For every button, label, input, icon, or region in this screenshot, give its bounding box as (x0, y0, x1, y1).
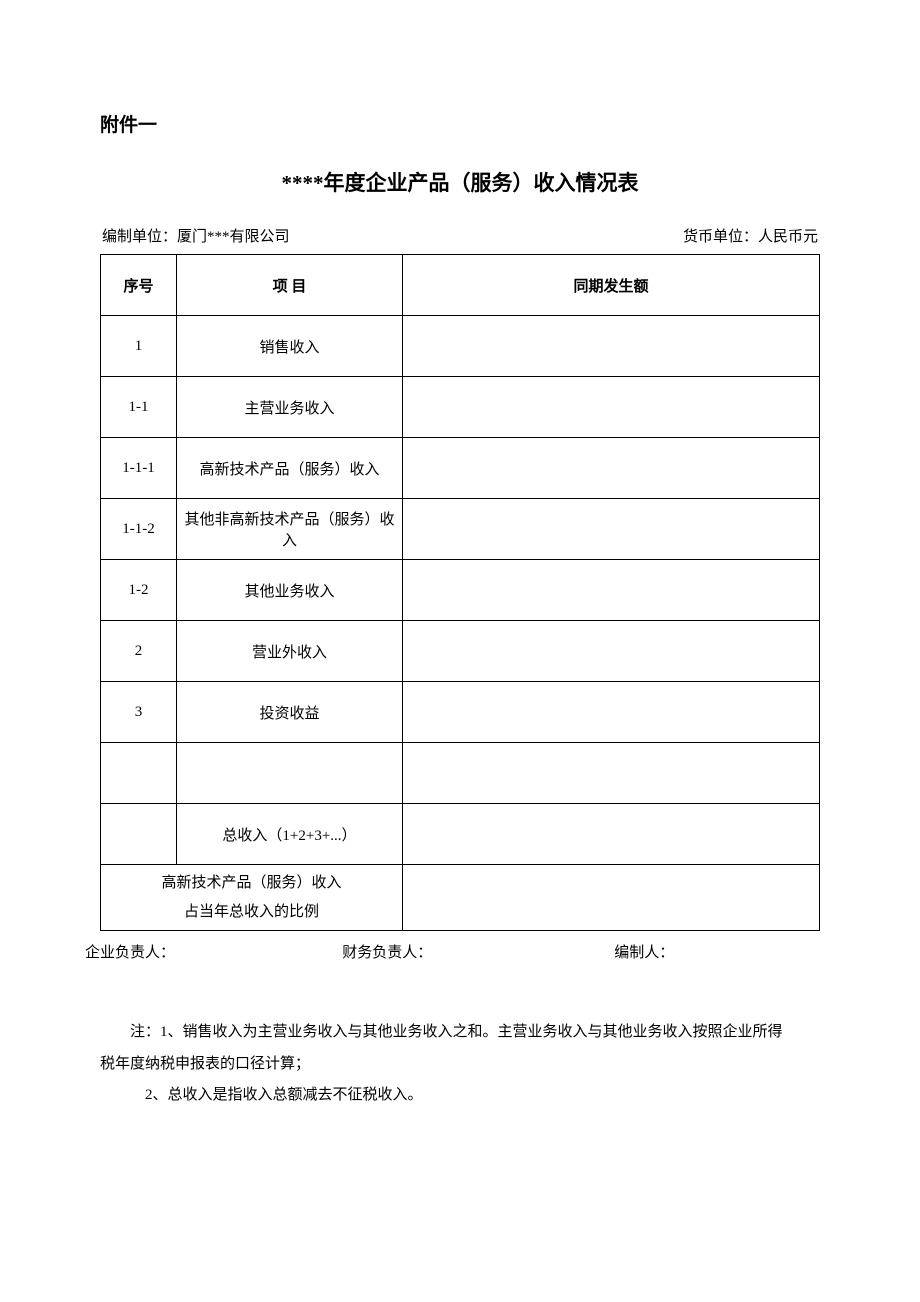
signature-company-head: 企业负责人： (85, 941, 342, 962)
cell-item: 投资收益 (177, 682, 403, 743)
cell-no (101, 804, 177, 865)
attachment-label: 附件一 (100, 110, 820, 137)
table-row: 1-1-2其他非高新技术产品（服务）收入 (101, 499, 820, 560)
info-row: 编制单位：厦门***有限公司 货币单位：人民币元 (100, 225, 820, 246)
document-title: ****年度企业产品（服务）收入情况表 (100, 167, 820, 197)
last-row-amount (403, 865, 820, 931)
table-last-row: 高新技术产品（服务）收入 占当年总收入的比例 (101, 865, 820, 931)
last-row-item-line2: 占当年总收入的比例 (107, 898, 396, 927)
currency-unit-label: 货币单位：人民币元 (683, 225, 818, 246)
last-row-item: 高新技术产品（服务）收入 占当年总收入的比例 (101, 865, 403, 931)
cell-item: 其他非高新技术产品（服务）收入 (177, 499, 403, 560)
table-row: 1-1主营业务收入 (101, 377, 820, 438)
cell-item: 营业外收入 (177, 621, 403, 682)
signature-finance-head: 财务负责人： (342, 941, 614, 962)
cell-item: 主营业务收入 (177, 377, 403, 438)
cell-amount (403, 377, 820, 438)
last-row-item-line1: 高新技术产品（服务）收入 (107, 869, 396, 898)
table-row: 1销售收入 (101, 316, 820, 377)
cell-amount (403, 499, 820, 560)
cell-amount (403, 560, 820, 621)
cell-no: 1 (101, 316, 177, 377)
revenue-table: 序号 项 目 同期发生额 1销售收入1-1主营业务收入1-1-1高新技术产品（服… (100, 254, 820, 931)
table-row (101, 743, 820, 804)
note-line-2: 2、总收入是指收入总额减去不征税收入。 (100, 1080, 820, 1112)
cell-amount (403, 621, 820, 682)
cell-no: 1-1-1 (101, 438, 177, 499)
table-row: 2营业外收入 (101, 621, 820, 682)
cell-item (177, 743, 403, 804)
org-unit-label: 编制单位：厦门***有限公司 (102, 225, 290, 246)
cell-amount (403, 438, 820, 499)
cell-item: 销售收入 (177, 316, 403, 377)
table-row: 1-1-1高新技术产品（服务）收入 (101, 438, 820, 499)
cell-no (101, 743, 177, 804)
table-row: 总收入（1+2+3+...） (101, 804, 820, 865)
cell-amount (403, 682, 820, 743)
header-no: 序号 (101, 255, 177, 316)
table-row: 1-2其他业务收入 (101, 560, 820, 621)
cell-amount (403, 743, 820, 804)
cell-amount (403, 804, 820, 865)
cell-item: 高新技术产品（服务）收入 (177, 438, 403, 499)
note-line-1: 注：1、销售收入为主营业务收入与其他业务收入之和。主营业务收入与其他业务收入按照… (100, 1017, 820, 1049)
notes-section: 注：1、销售收入为主营业务收入与其他业务收入之和。主营业务收入与其他业务收入按照… (100, 1017, 820, 1112)
cell-no: 1-2 (101, 560, 177, 621)
cell-no: 1-1-2 (101, 499, 177, 560)
cell-item: 其他业务收入 (177, 560, 403, 621)
table-row: 3投资收益 (101, 682, 820, 743)
cell-amount (403, 316, 820, 377)
header-item: 项 目 (177, 255, 403, 316)
cell-no: 2 (101, 621, 177, 682)
signature-preparer: 编制人： (614, 941, 820, 962)
signature-row: 企业负责人： 财务负责人： 编制人： (85, 941, 820, 962)
cell-no: 3 (101, 682, 177, 743)
table-header-row: 序号 项 目 同期发生额 (101, 255, 820, 316)
note-line-1-cont: 税年度纳税申报表的口径计算； (100, 1049, 820, 1081)
header-amount: 同期发生额 (403, 255, 820, 316)
cell-no: 1-1 (101, 377, 177, 438)
cell-item: 总收入（1+2+3+...） (177, 804, 403, 865)
